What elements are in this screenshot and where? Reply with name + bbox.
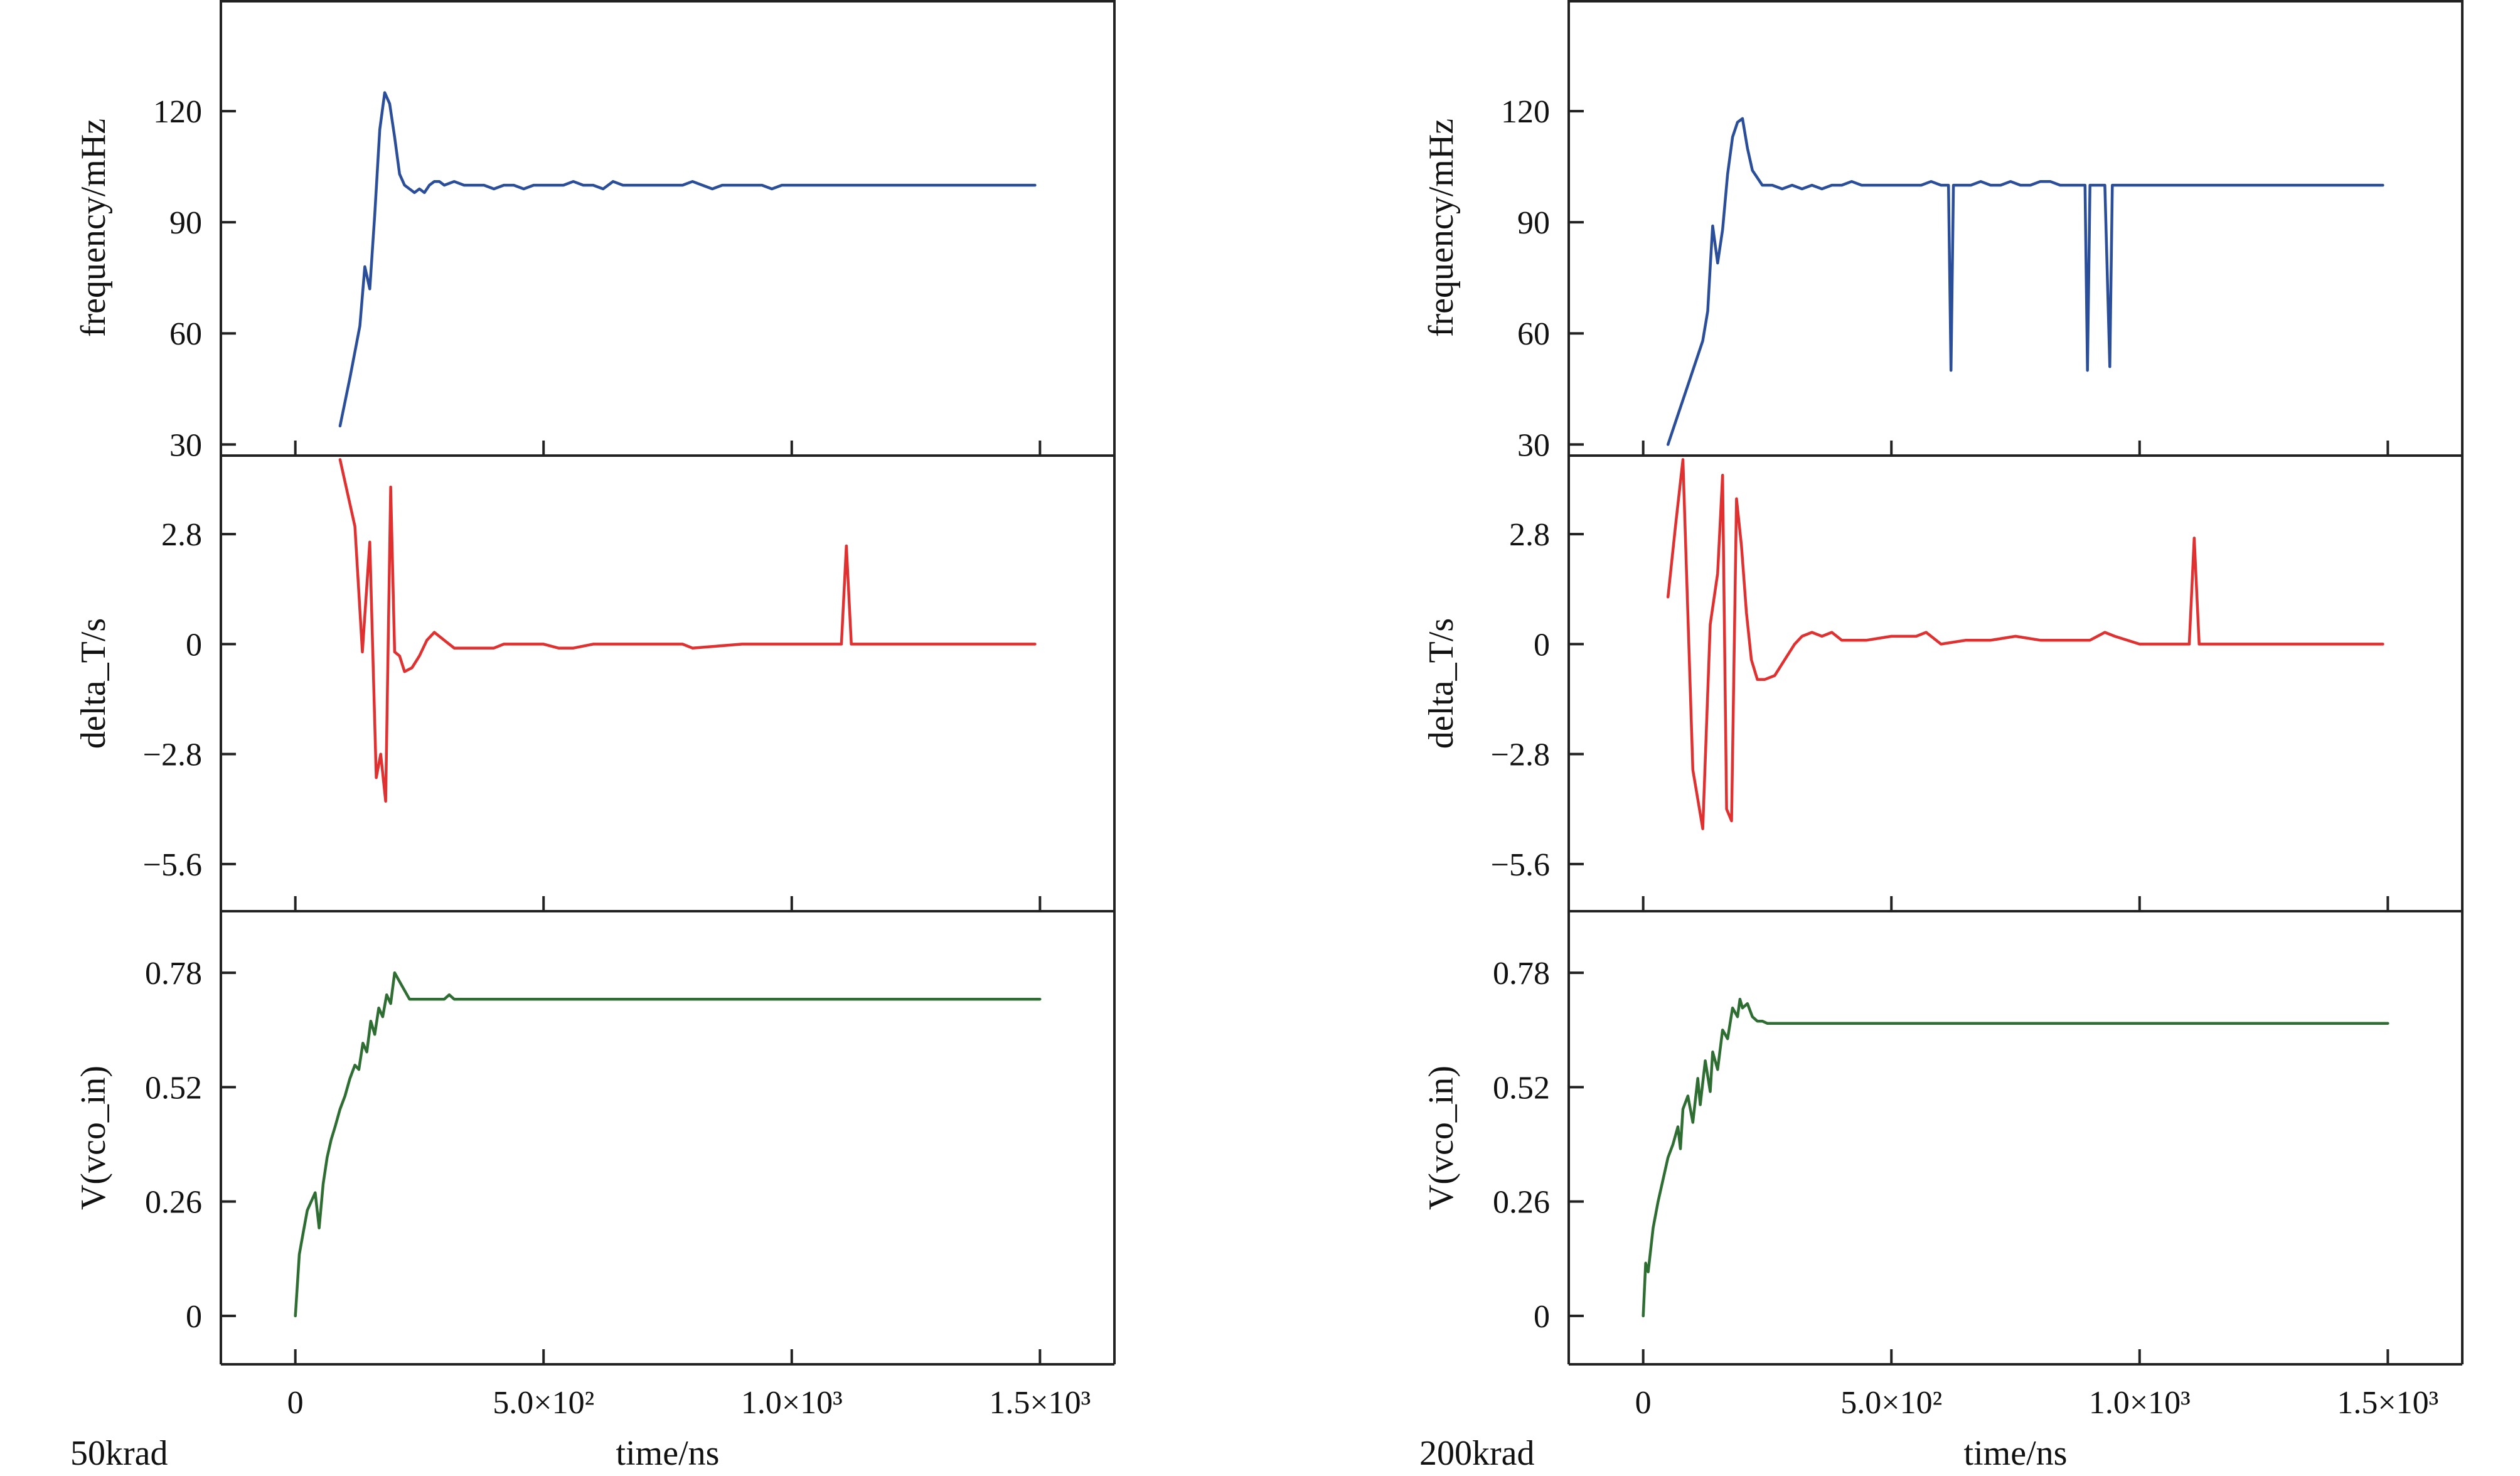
- y-axis-label: V(vco_in): [74, 1066, 113, 1210]
- x-tick-label: 5.0×10²: [1840, 1385, 1942, 1421]
- subplot-label: 50krad: [70, 1434, 168, 1473]
- y-tick-label: −2.8: [1491, 737, 1550, 773]
- x-tick-label: 1.5×10³: [989, 1385, 1091, 1421]
- y-tick-label: 120: [153, 94, 202, 130]
- y-tick-label: 60: [1517, 316, 1550, 352]
- y-tick-label: 2.8: [161, 517, 202, 553]
- panel-0: 30 60 90 120 frequency/mHz: [1422, 0, 2464, 463]
- y-axis-label: delta_T/s: [1422, 618, 1461, 749]
- y-axis-label: V(vco_in): [1422, 1066, 1461, 1210]
- series-line-V(vco_in): [1642, 997, 2389, 1318]
- y-tick-label: 0.26: [1493, 1185, 1550, 1221]
- y-axis-label: frequency/mHz: [1422, 119, 1461, 337]
- chart-50krad: 30 60 90 120 frequency/mHz −5.6 −2.8 0 2.8 delta_…: [70, 0, 1116, 1473]
- x-axis-label: time/ns: [1964, 1434, 2068, 1473]
- y-tick-label: 2.8: [1509, 517, 1550, 553]
- y-tick-label: 0: [1534, 627, 1550, 663]
- y-axis-label: delta_T/s: [74, 618, 113, 749]
- x-tick-label: 0: [287, 1385, 304, 1421]
- series-line-delta_T: [1666, 458, 2384, 830]
- x-tick-label: 1.0×10³: [2089, 1385, 2191, 1421]
- y-axis-label: frequency/mHz: [74, 119, 113, 337]
- y-tick-label: 0.78: [1493, 956, 1550, 992]
- panel-1: −5.6 −2.8 0 2.8 delta_T/s: [74, 456, 1116, 912]
- x-axis-label: time/ns: [616, 1434, 720, 1473]
- series-line-delta_T: [338, 458, 1037, 803]
- series-line-V(vco_in): [294, 971, 1042, 1318]
- y-tick-label: 0: [186, 627, 202, 663]
- y-tick-label: 120: [1501, 94, 1550, 130]
- y-tick-label: −5.6: [1491, 847, 1550, 883]
- y-tick-label: 0.52: [1493, 1070, 1550, 1106]
- y-tick-label: 0: [186, 1299, 202, 1335]
- y-tick-label: 90: [169, 205, 202, 241]
- x-tick-label: 5.0×10²: [493, 1385, 594, 1421]
- series-line-frequency: [1666, 117, 2384, 446]
- x-tick-label: 0: [1635, 1385, 1652, 1421]
- panel-2: 0 0.26 0.52 0.78 V(vco_in): [1422, 911, 2464, 1366]
- y-tick-label: −5.6: [143, 847, 202, 883]
- panel-1: −5.6 −2.8 0 2.8 delta_T/s: [1422, 456, 2464, 912]
- y-tick-label: −2.8: [143, 737, 202, 773]
- chart-root: 30 60 90 120 frequency/mHz −5.6 −2.8 0 2.8 delta_…: [70, 0, 2464, 1473]
- y-tick-label: 30: [1517, 427, 1550, 463]
- y-tick-label: 60: [169, 316, 202, 352]
- panel-2: 0 0.26 0.52 0.78 V(vco_in): [74, 911, 1116, 1366]
- y-tick-label: 0: [1534, 1299, 1550, 1335]
- series-line-frequency: [338, 91, 1037, 428]
- y-tick-label: 0.26: [145, 1185, 202, 1221]
- y-tick-label: 90: [1517, 205, 1550, 241]
- x-tick-label: 1.5×10³: [2337, 1385, 2438, 1421]
- y-tick-label: 0.78: [145, 956, 202, 992]
- y-tick-label: 30: [169, 427, 202, 463]
- subplot-label: 200krad: [1419, 1434, 1535, 1473]
- x-tick-label: 1.0×10³: [741, 1385, 843, 1421]
- y-tick-label: 0.52: [145, 1070, 202, 1106]
- chart-200krad: 30 60 90 120 frequency/mHz −5.6 −2.8 0 2.8 delta_…: [1419, 0, 2464, 1473]
- panel-0: 30 60 90 120 frequency/mHz: [74, 0, 1116, 463]
